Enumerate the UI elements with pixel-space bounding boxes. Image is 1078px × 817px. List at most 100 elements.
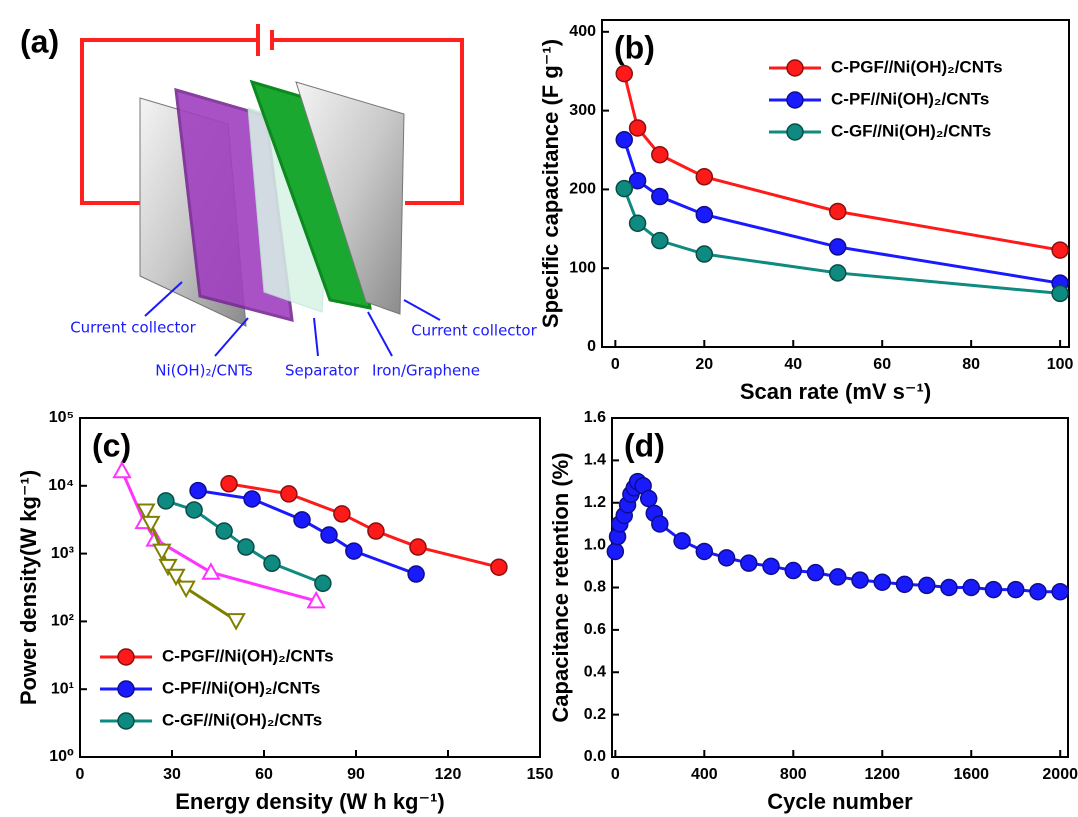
data-point (628, 214, 647, 233)
y-tick-label: 100 (569, 259, 596, 276)
y-axis-label: Capacitance retention (%) (548, 452, 573, 722)
data-point (367, 522, 385, 540)
y-tick-label: 10⁵ (49, 409, 74, 426)
legend-label: C-PF//Ni(OH)₂/CNTs (831, 89, 989, 108)
data-point (215, 522, 233, 540)
arrows (144, 281, 441, 357)
data-point (237, 538, 255, 556)
y-tick-label: 0.8 (584, 579, 606, 596)
data-point (1029, 582, 1047, 601)
legend-marker (786, 59, 804, 77)
x-tick-label: 800 (780, 766, 807, 783)
data-point (828, 238, 847, 256)
y-tick-label: 10² (51, 613, 74, 630)
data-point (1051, 284, 1069, 303)
diagram-label: Iron/Graphene (372, 362, 480, 380)
current-collector-plate (295, 81, 405, 315)
y-tick-label: 0.4 (584, 663, 606, 680)
data-point (628, 119, 647, 137)
x-tick-label: 150 (527, 766, 554, 783)
data-point (695, 168, 714, 186)
x-tick-label: 60 (255, 766, 273, 783)
x-tick-label: 100 (1047, 356, 1074, 373)
plot-frame (601, 19, 1070, 348)
data-point (762, 557, 780, 576)
data-point (185, 501, 203, 519)
diagram-label: Current collector (70, 319, 196, 337)
y-tick-label: 1.2 (584, 494, 606, 511)
y-tick-label: 200 (569, 181, 596, 198)
data-point (784, 561, 803, 580)
legend-label: C-PF//Ni(OH)₂/CNTs (162, 678, 320, 697)
y-tick-label: 300 (569, 102, 596, 119)
data-point (651, 231, 669, 250)
data-point (873, 573, 892, 591)
diagram: (a) Current collector Ni(OH)₂/CNTs Separ… (20, 23, 538, 379)
x-tick-label: 0 (611, 766, 620, 783)
data-point (639, 489, 658, 508)
data-point (333, 505, 351, 523)
y-tick-label: 0.6 (584, 621, 606, 638)
y-tick-label: 0.2 (584, 706, 606, 723)
data-point (695, 245, 714, 263)
data-point (984, 580, 1003, 599)
y-tick-label: 1.0 (584, 536, 606, 553)
x-tick-label: 400 (691, 766, 718, 783)
legend-label: C-GF//Ni(OH)₂/CNTs (162, 710, 322, 729)
data-point (280, 485, 298, 503)
data-point (615, 131, 633, 149)
data-point (320, 526, 338, 544)
data-point (695, 205, 714, 224)
data-point (409, 538, 427, 556)
legend-marker (117, 680, 135, 698)
x-tick-label: 1200 (864, 766, 900, 783)
data-point (695, 542, 714, 561)
data-point (1006, 580, 1025, 599)
diagram-label: Current collector (411, 322, 537, 340)
series-line (622, 73, 1061, 252)
x-axis-label: Cycle number (767, 789, 913, 814)
data-point (828, 202, 847, 221)
diagram-label: Ni(OH)₂/CNTs (155, 362, 253, 380)
series-line (197, 489, 417, 576)
data-point (201, 562, 221, 580)
x-axis-label: Energy density (W h kg⁻¹) (175, 789, 445, 814)
y-tick-label: 10¹ (51, 680, 74, 697)
x-tick-label: 2000 (1042, 766, 1078, 783)
data-point (407, 565, 425, 583)
data-point (940, 578, 958, 597)
data-point (717, 549, 736, 567)
data-point (306, 590, 326, 609)
x-tick-label: 40 (784, 356, 802, 373)
data-point (895, 575, 914, 594)
data-point (189, 481, 207, 500)
data-point (314, 574, 332, 593)
panel-label: (b) (614, 29, 655, 65)
panel-label: (d) (624, 427, 665, 463)
data-point (263, 554, 281, 573)
y-tick-label: 400 (569, 23, 596, 40)
x-tick-label: 1600 (953, 766, 989, 783)
data-point (158, 558, 178, 577)
data-point (615, 179, 633, 198)
data-point (152, 543, 172, 562)
x-tick-label: 0 (611, 356, 620, 373)
data-point (141, 515, 161, 534)
data-point (220, 475, 238, 493)
circuit-wire (272, 38, 464, 205)
y-tick-label: 0 (587, 338, 596, 355)
data-point (243, 490, 261, 508)
data-point (651, 515, 669, 533)
data-point (112, 460, 132, 479)
circuit-wire (80, 38, 258, 205)
data-point (157, 492, 175, 510)
data-point (345, 542, 363, 560)
data-point (293, 511, 311, 529)
y-axis-label: Power density(W kg⁻¹) (16, 470, 41, 705)
x-tick-label: 30 (163, 766, 181, 783)
data-point (673, 532, 691, 550)
x-tick-label: 0 (76, 766, 85, 783)
legend-marker (117, 712, 135, 730)
data-point (615, 64, 633, 83)
